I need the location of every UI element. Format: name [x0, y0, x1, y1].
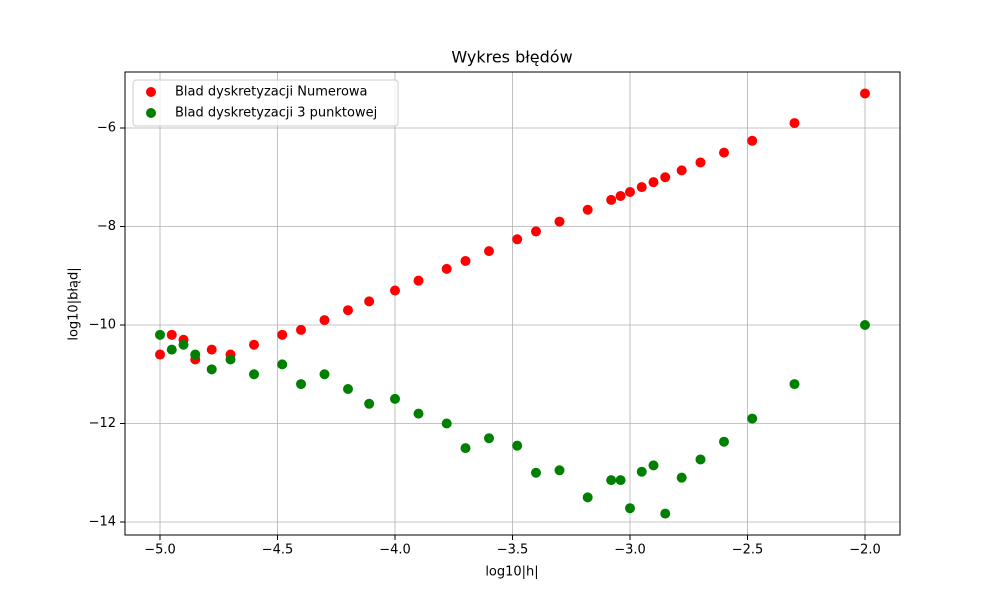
point: [747, 135, 758, 146]
point: [441, 418, 452, 429]
point: [789, 118, 800, 129]
point: [512, 234, 523, 245]
chart-title: Wykres błędów: [451, 48, 572, 67]
x-tick-label: −2.0: [849, 543, 881, 558]
point: [413, 408, 424, 419]
point: [676, 472, 687, 483]
point: [319, 315, 330, 326]
point: [660, 508, 671, 519]
y-axis-label: log10|błąd|: [67, 267, 82, 340]
point: [249, 369, 260, 380]
point: [859, 88, 870, 99]
point: [249, 339, 260, 350]
x-axis-label: log10|h|: [485, 565, 538, 580]
point: [554, 216, 565, 227]
point: [747, 413, 758, 424]
point: [460, 255, 471, 266]
point: [718, 147, 729, 158]
point: [460, 443, 471, 454]
point: [636, 466, 647, 477]
point: [155, 329, 166, 340]
x-tick-label: −3.5: [497, 543, 529, 558]
point: [648, 460, 659, 471]
x-tick-label: −2.5: [732, 543, 764, 558]
legend-box: [132, 79, 399, 127]
y-tick-label: −6: [97, 120, 116, 135]
point: [390, 285, 401, 296]
point: [190, 349, 201, 360]
point: [648, 177, 659, 188]
x-tick-label: −4.0: [379, 543, 411, 558]
point: [178, 339, 189, 350]
point: [277, 359, 288, 370]
point: [364, 296, 375, 307]
point: [530, 467, 541, 478]
point: [718, 436, 729, 447]
point: [615, 190, 626, 201]
point: [166, 344, 177, 355]
point: [695, 157, 706, 168]
point: [484, 433, 495, 444]
point: [789, 379, 800, 390]
x-tick-label: −4.5: [262, 543, 294, 558]
point: [225, 354, 236, 365]
point: [277, 329, 288, 340]
point: [606, 475, 617, 486]
point: [441, 263, 452, 274]
legend-marker: [146, 87, 156, 97]
point: [206, 344, 217, 355]
point: [606, 194, 617, 205]
point: [166, 329, 177, 340]
point: [582, 492, 593, 503]
point: [319, 369, 330, 380]
point: [624, 187, 635, 198]
point: [343, 384, 354, 395]
point: [390, 393, 401, 404]
legend-label: Blad dyskretyzacji Numerowa: [175, 85, 368, 100]
point: [615, 475, 626, 486]
point: [296, 379, 307, 390]
y-tick-label: −14: [89, 514, 116, 529]
point: [859, 319, 870, 330]
point: [155, 349, 166, 360]
point: [206, 364, 217, 375]
point: [582, 204, 593, 215]
y-tick-label: −10: [89, 317, 116, 332]
point: [343, 305, 354, 316]
point: [695, 454, 706, 465]
point: [554, 465, 565, 476]
point: [512, 440, 523, 451]
y-tick-label: −12: [89, 416, 116, 431]
point: [636, 182, 647, 193]
point: [296, 324, 307, 335]
legend-label: Blad dyskretyzacji 3 punktowej: [175, 106, 377, 121]
point: [413, 275, 424, 286]
point: [660, 172, 671, 183]
x-tick-label: −5.0: [144, 543, 176, 558]
legend-marker: [146, 108, 156, 118]
point: [484, 246, 495, 257]
x-tick-label: −3.0: [614, 543, 646, 558]
point: [364, 398, 375, 409]
point: [530, 226, 541, 237]
point: [624, 503, 635, 514]
point: [676, 165, 687, 176]
y-tick-label: −8: [97, 219, 116, 234]
plot-frame: [124, 71, 901, 536]
